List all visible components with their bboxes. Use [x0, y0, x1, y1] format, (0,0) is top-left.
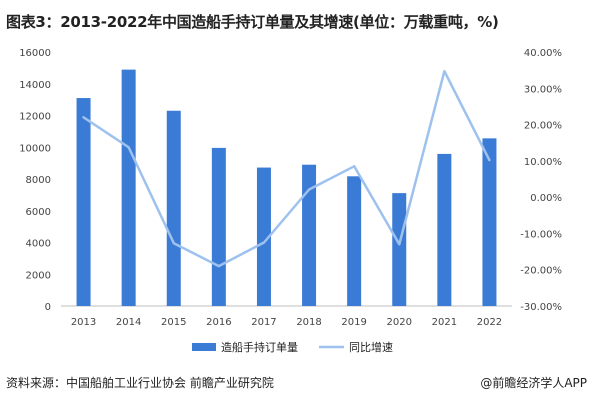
growth-line [82, 69, 491, 268]
bar [256, 167, 271, 306]
x-tick-label: 2020 [387, 317, 412, 328]
left-tick-label: 4000 [26, 239, 51, 250]
bar [76, 98, 91, 306]
source-note: 资料来源：中国船舶工业行业协会 前瞻产业研究院 [6, 376, 274, 390]
right-axis: -30.00% -20.00% -10.00% 0.00% 10.00% 20.00% 30… [520, 48, 562, 313]
left-tick-label: 16000 [19, 48, 51, 59]
x-tick-label: 2018 [296, 317, 321, 328]
right-tick-label: 10.00% [524, 157, 562, 168]
legend-label-bar: 造船手持订单量 [221, 340, 298, 354]
bar [121, 69, 136, 306]
x-tick-label: 2021 [432, 317, 457, 328]
legend-swatch-bar [192, 343, 216, 351]
x-tick-label: 2019 [341, 317, 366, 328]
right-tick-label: -10.00% [520, 229, 562, 240]
bar [347, 176, 362, 306]
right-tick-label: 40.00% [524, 48, 562, 59]
left-tick-label: 6000 [26, 207, 51, 218]
left-tick-label: 10000 [19, 143, 51, 154]
x-tick-label: 2014 [116, 317, 141, 328]
left-tick-label: 12000 [19, 112, 51, 123]
chart-title: 图表3：2013-2022年中国造船手持订单量及其增速(单位：万载重吨，%) [6, 13, 499, 31]
left-tick-label: 14000 [19, 80, 51, 91]
left-tick-label: 2000 [26, 270, 51, 281]
legend: 造船手持订单量 同比增速 [192, 340, 393, 354]
bar [437, 153, 452, 306]
bar [392, 193, 407, 306]
bar-series [76, 69, 497, 306]
x-tick-label: 2015 [161, 317, 186, 328]
x-tick-label: 2022 [477, 317, 502, 328]
bar [302, 164, 317, 306]
right-tick-label: -20.00% [520, 266, 562, 277]
right-tick-label: 0.00% [530, 193, 562, 204]
x-tick-label: 2013 [71, 317, 96, 328]
bar [482, 138, 497, 306]
right-tick-label: 20.00% [524, 121, 562, 132]
x-tick-label: 2016 [206, 317, 231, 328]
right-tick-label: 30.00% [524, 84, 562, 95]
credit-note: @前瞻经济学人APP [480, 376, 587, 390]
bar [211, 147, 226, 306]
bar [166, 110, 181, 306]
left-tick-label: 0 [45, 302, 51, 313]
left-axis: 0 2000 4000 6000 8000 10000 12000 14000 16000 [19, 48, 51, 313]
x-tick-label: 2017 [251, 317, 276, 328]
right-tick-label: -30.00% [520, 302, 562, 313]
x-axis: 2013 2014 2015 2016 2017 2018 2019 2020 2021 2022 [71, 317, 502, 328]
legend-label-line: 同比增速 [349, 340, 393, 354]
left-tick-label: 8000 [26, 175, 51, 186]
